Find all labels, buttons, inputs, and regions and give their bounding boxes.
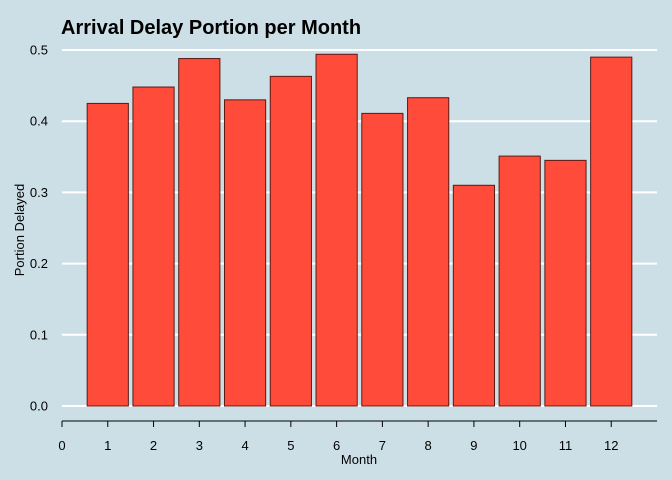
y-tick-label-5: 0.5 [30,43,48,58]
x-tick-label-7: 7 [379,438,386,453]
y-axis: 0.0 0.1 0.2 0.3 0.4 0.5 [30,43,48,414]
bar-month-12 [590,56,633,407]
bar-month-5 [269,75,312,407]
x-axis-label: Month [341,452,377,467]
bar-month-1 [86,102,129,407]
x-tick-label-1: 1 [104,438,111,453]
x-tick-label-11: 11 [559,438,573,453]
y-tick-label-3: 0.3 [30,185,48,200]
x-tick-label-4: 4 [241,438,248,453]
y-axis-label: Portion Delayed [12,184,27,277]
x-tick-label-3: 3 [196,438,203,453]
x-axis: 0 1 2 3 4 5 6 7 8 9 10 11 12 [58,420,657,453]
bars [86,53,633,407]
bar-month-8 [407,97,450,407]
x-tick-label-6: 6 [333,438,340,453]
x-tick-label-8: 8 [425,438,432,453]
bar-month-6 [315,53,358,407]
x-tick-label-5: 5 [287,438,294,453]
bar-month-2 [132,86,175,407]
x-tick-label-0: 0 [58,438,65,453]
bar-month-3 [178,58,221,407]
bar-month-9 [452,184,496,407]
bar-month-4 [223,99,267,407]
bar-month-10 [498,155,541,407]
y-tick-label-0: 0.0 [30,399,48,414]
x-tick-label-9: 9 [470,438,477,453]
y-tick-label-2: 0.2 [30,256,48,271]
y-tick-label-4: 0.4 [30,114,48,129]
x-tick-label-10: 10 [512,438,526,453]
y-tick-label-1: 0.1 [30,327,48,342]
x-tick-label-2: 2 [150,438,157,453]
bar-month-11 [544,159,587,407]
chart-title: Arrival Delay Portion per Month [61,17,361,39]
x-tick-label-12: 12 [604,438,618,453]
bar-month-7 [361,112,404,407]
